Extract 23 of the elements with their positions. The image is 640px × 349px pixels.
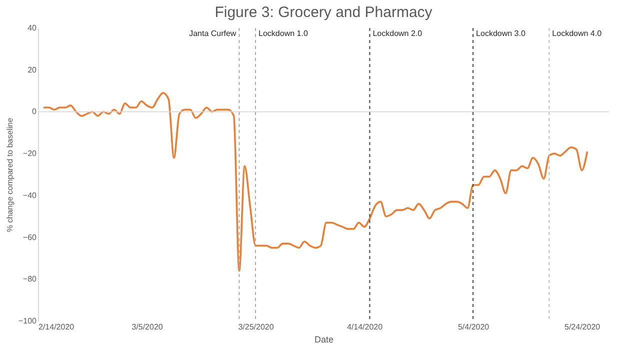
x-tick-label: 2/14/2020 xyxy=(38,322,75,332)
y-tick-label: −20 xyxy=(22,149,38,158)
x-tick-label: 5/4/2020 xyxy=(458,322,490,332)
x-tick-label: 3/5/2020 xyxy=(132,322,164,332)
y-axis-title: % change compared to baseline xyxy=(5,117,14,232)
x-tick-label: 4/14/2020 xyxy=(346,322,384,332)
line-series xyxy=(42,92,588,272)
x-tick-label: 5/24/2020 xyxy=(564,322,601,332)
y-tick-label: −100 xyxy=(18,316,38,326)
ref-line-label: Lockdown 1.0 xyxy=(258,29,308,38)
ref-line-label: Janta Curfew xyxy=(189,29,236,38)
x-tick-label: 3/25/2020 xyxy=(238,322,274,332)
y-tick-label: 0 xyxy=(32,107,38,116)
chart-title: Figure 3: Grocery and Pharmacy xyxy=(214,4,433,21)
ref-line-label: Lockdown 2.0 xyxy=(372,29,423,38)
y-tick-label: −80 xyxy=(22,274,38,284)
ref-line-label: Lockdown 4.0 xyxy=(552,29,602,38)
y-tick-label: 40 xyxy=(28,24,38,32)
y-tick-label: 20 xyxy=(28,65,38,74)
y-tick-label: −40 xyxy=(22,190,38,200)
ref-line-label: Lockdown 3.0 xyxy=(476,29,526,38)
y-tick-label: −60 xyxy=(22,232,38,242)
x-axis-title: Date xyxy=(314,334,334,344)
